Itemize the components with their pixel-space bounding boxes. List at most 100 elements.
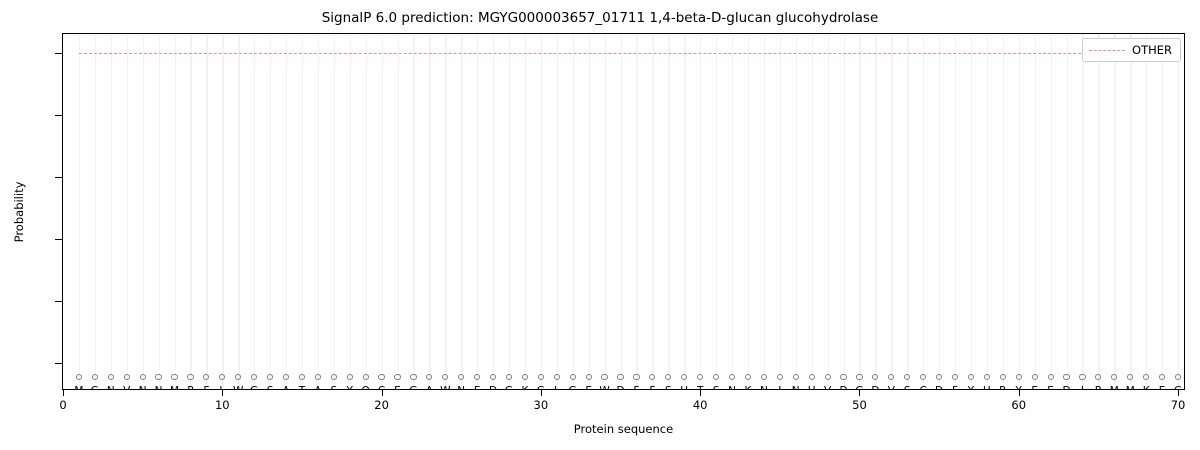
- residue-marker: [967, 373, 975, 381]
- residue-marker: [362, 373, 369, 381]
- gridline: [572, 34, 575, 389]
- residue-marker: [585, 373, 592, 381]
- residue-letter: M: [1126, 386, 1135, 389]
- residue-letter: D: [489, 386, 497, 389]
- residue-letter: E: [1031, 386, 1038, 389]
- residue-letter: Y: [968, 386, 974, 389]
- gridline: [811, 34, 813, 389]
- residue-marker: [474, 373, 481, 381]
- residue-marker: [617, 373, 624, 381]
- residue-marker: [983, 373, 990, 381]
- gridline: [668, 34, 670, 389]
- gridline: [78, 34, 81, 389]
- residue-letter: E: [585, 386, 592, 389]
- x-tick-label: 40: [692, 398, 708, 412]
- residue-marker: [951, 373, 959, 381]
- residue-marker: [633, 373, 640, 381]
- residue-letter: F: [203, 386, 209, 389]
- x-tick-label: 0: [59, 398, 67, 412]
- residue-letter: V: [123, 386, 130, 389]
- residue-letter: N: [728, 386, 736, 389]
- y-tick: [55, 52, 62, 54]
- x-tick: [63, 389, 64, 396]
- residue-letter: D: [616, 386, 624, 389]
- residue-marker: [521, 373, 529, 381]
- y-tick: [55, 238, 62, 240]
- residue-marker: [569, 373, 576, 381]
- residue-letter: K: [744, 386, 751, 389]
- gridline: [700, 34, 702, 389]
- legend-entry[interactable]: OTHER: [1089, 43, 1172, 57]
- gridline: [1178, 34, 1180, 389]
- residue-marker: [171, 373, 178, 381]
- residue-letter: G: [409, 386, 417, 389]
- gridline: [763, 34, 766, 389]
- gridline: [413, 34, 415, 389]
- residue-letter: G: [537, 386, 545, 389]
- residue-marker: [91, 373, 98, 381]
- residue-marker: [728, 373, 736, 381]
- residue-letter: M: [74, 386, 83, 389]
- residue-marker: [426, 373, 433, 381]
- residue-marker: [410, 373, 417, 381]
- gridline: [540, 34, 543, 389]
- residue-letter: S: [330, 386, 337, 389]
- series-line-other: [78, 52, 1177, 54]
- residue-marker: [505, 373, 513, 381]
- residue-letter: A: [314, 386, 321, 389]
- gridline: [1098, 34, 1100, 389]
- gridline: [238, 34, 240, 389]
- x-tick-label: 50: [852, 398, 867, 412]
- x-tick-label: 20: [374, 398, 389, 412]
- residue-letter: C: [378, 386, 385, 389]
- residue-marker: [936, 373, 943, 381]
- residue-marker: [378, 373, 385, 381]
- residue-letter: N: [107, 386, 115, 389]
- gridline: [1082, 34, 1084, 389]
- residue-marker: [155, 373, 162, 381]
- residue-marker: [123, 373, 130, 381]
- residue-letter: F: [649, 386, 655, 389]
- residue-letter: G: [1174, 386, 1182, 389]
- residue-marker: [601, 373, 608, 381]
- residue-letter: N: [792, 386, 800, 389]
- x-tick: [1178, 389, 1180, 396]
- gridline: [684, 34, 686, 389]
- residue-marker: [1047, 373, 1054, 381]
- residue-letter: N: [760, 386, 768, 389]
- gridline: [493, 34, 495, 389]
- y-tick: [55, 114, 62, 116]
- chart-title: SignalP 6.0 prediction: MGYG000003657_01…: [321, 10, 879, 26]
- y-tick: [55, 176, 62, 178]
- residue-marker: [999, 373, 1006, 381]
- residue-marker: [219, 373, 226, 381]
- gridline: [94, 34, 97, 389]
- residue-marker: [107, 373, 114, 381]
- residue-marker: [330, 373, 337, 381]
- residue-marker: [489, 373, 497, 381]
- residue-marker: [792, 373, 799, 381]
- residue-letter: W: [599, 386, 609, 389]
- gridline: [158, 34, 160, 389]
- residue-marker: [776, 373, 783, 381]
- residue-marker: [251, 373, 258, 381]
- residue-letter: G: [250, 386, 258, 389]
- legend-label: OTHER: [1132, 43, 1172, 57]
- residue-marker: [649, 373, 656, 381]
- chart-legend[interactable]: OTHER: [1082, 38, 1181, 62]
- residue-marker: [75, 373, 83, 381]
- gridline: [795, 34, 798, 389]
- gridline: [986, 34, 989, 389]
- gridline: [142, 34, 144, 389]
- plot-area: MGNVNNMPFLWGSATASYQCEGAWNEDGKGLGEWDFFSHT…: [63, 34, 1184, 389]
- residue-letter: S: [713, 386, 720, 389]
- residue-marker: [760, 373, 767, 381]
- residue-letter: H: [680, 386, 688, 389]
- residue-marker: [1111, 373, 1118, 381]
- gridline: [254, 34, 256, 389]
- residue-marker: [553, 373, 560, 381]
- residue-marker: [346, 373, 353, 381]
- gridline: [1066, 34, 1068, 389]
- gridline: [827, 34, 829, 389]
- gridline: [1146, 34, 1148, 389]
